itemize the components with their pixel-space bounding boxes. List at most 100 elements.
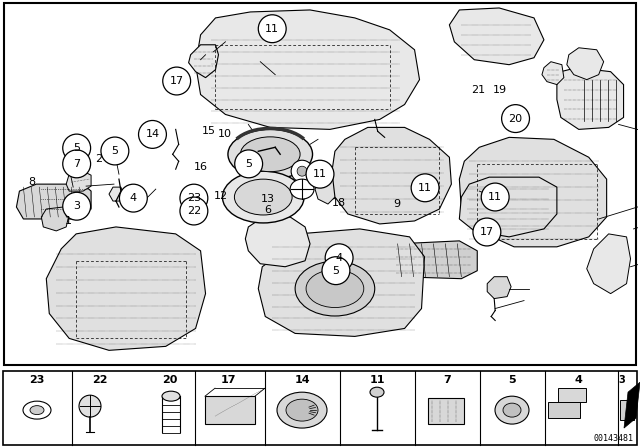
Text: 5: 5 [111,146,118,156]
Polygon shape [196,10,420,129]
Bar [620,400,634,420]
Polygon shape [567,48,604,80]
Ellipse shape [241,137,300,172]
Text: 1: 1 [65,216,72,226]
Ellipse shape [63,150,91,178]
Text: 23: 23 [29,375,45,385]
Text: 3: 3 [619,375,625,385]
Text: 19: 19 [493,85,508,95]
Ellipse shape [228,129,312,179]
Bar [205,396,255,424]
Ellipse shape [235,150,262,178]
Polygon shape [245,217,310,267]
Text: 20: 20 [163,375,178,385]
Text: 20: 20 [509,114,523,124]
Text: 3: 3 [73,201,80,211]
Ellipse shape [234,179,292,215]
Ellipse shape [63,192,91,220]
Ellipse shape [138,121,166,148]
Ellipse shape [306,160,334,188]
Text: 9: 9 [393,199,400,209]
Bar [558,388,586,402]
Text: 14: 14 [294,375,310,385]
Ellipse shape [481,183,509,211]
Text: 12: 12 [214,191,228,201]
Text: 5: 5 [332,266,339,276]
Polygon shape [189,45,218,78]
Ellipse shape [277,392,327,428]
Text: 11: 11 [369,375,385,385]
Text: 6: 6 [264,205,271,215]
Text: 17: 17 [220,375,236,385]
Ellipse shape [291,160,313,182]
Ellipse shape [30,405,44,414]
Text: 11: 11 [488,192,502,202]
Polygon shape [587,234,630,293]
Text: 7: 7 [443,375,451,385]
Polygon shape [259,229,424,336]
Ellipse shape [163,67,191,95]
Polygon shape [449,8,544,65]
Text: 5: 5 [508,375,516,385]
Ellipse shape [120,184,147,212]
Text: 7: 7 [73,159,80,169]
Polygon shape [46,227,205,350]
Ellipse shape [180,197,208,225]
Polygon shape [238,157,259,181]
Ellipse shape [290,179,314,199]
Text: 15: 15 [202,126,216,136]
Text: 21: 21 [471,85,485,95]
Ellipse shape [101,137,129,165]
Text: 4: 4 [335,253,342,263]
Polygon shape [557,68,623,129]
Ellipse shape [180,184,208,212]
Text: 10: 10 [218,129,232,139]
Ellipse shape [23,401,51,419]
Polygon shape [332,127,451,224]
Polygon shape [624,382,640,428]
Ellipse shape [473,218,501,246]
Text: 11: 11 [418,183,432,193]
Ellipse shape [325,244,353,272]
Polygon shape [460,138,607,247]
Ellipse shape [162,391,180,401]
Ellipse shape [322,257,350,284]
Ellipse shape [370,387,384,397]
Ellipse shape [495,396,529,424]
Text: 00143481: 00143481 [594,434,634,443]
Ellipse shape [223,171,304,223]
Ellipse shape [79,395,101,417]
Text: 14: 14 [145,129,159,139]
Polygon shape [17,184,91,219]
Text: 22: 22 [92,375,108,385]
Ellipse shape [297,166,307,176]
Polygon shape [487,277,511,298]
Text: 5: 5 [73,143,80,153]
Text: 17: 17 [480,227,494,237]
Text: 4: 4 [130,193,137,203]
Ellipse shape [411,174,439,202]
Polygon shape [109,187,123,201]
Bar [428,398,464,424]
Polygon shape [460,177,557,237]
Text: 22: 22 [187,206,201,216]
Text: 11: 11 [313,169,327,179]
Text: 4: 4 [574,375,582,385]
Ellipse shape [306,270,364,307]
Ellipse shape [295,261,375,316]
Text: 16: 16 [194,162,208,172]
Text: 11: 11 [265,24,279,34]
Ellipse shape [286,399,318,421]
Polygon shape [542,62,564,85]
Ellipse shape [259,15,286,43]
Polygon shape [388,241,477,279]
Bar [548,402,580,418]
Polygon shape [42,207,69,231]
Text: 17: 17 [170,76,184,86]
Text: 18: 18 [332,198,346,207]
Text: 5: 5 [245,159,252,169]
Text: 2: 2 [95,154,102,164]
Text: 8: 8 [29,177,36,187]
Text: 13: 13 [260,194,275,204]
Ellipse shape [502,105,529,133]
